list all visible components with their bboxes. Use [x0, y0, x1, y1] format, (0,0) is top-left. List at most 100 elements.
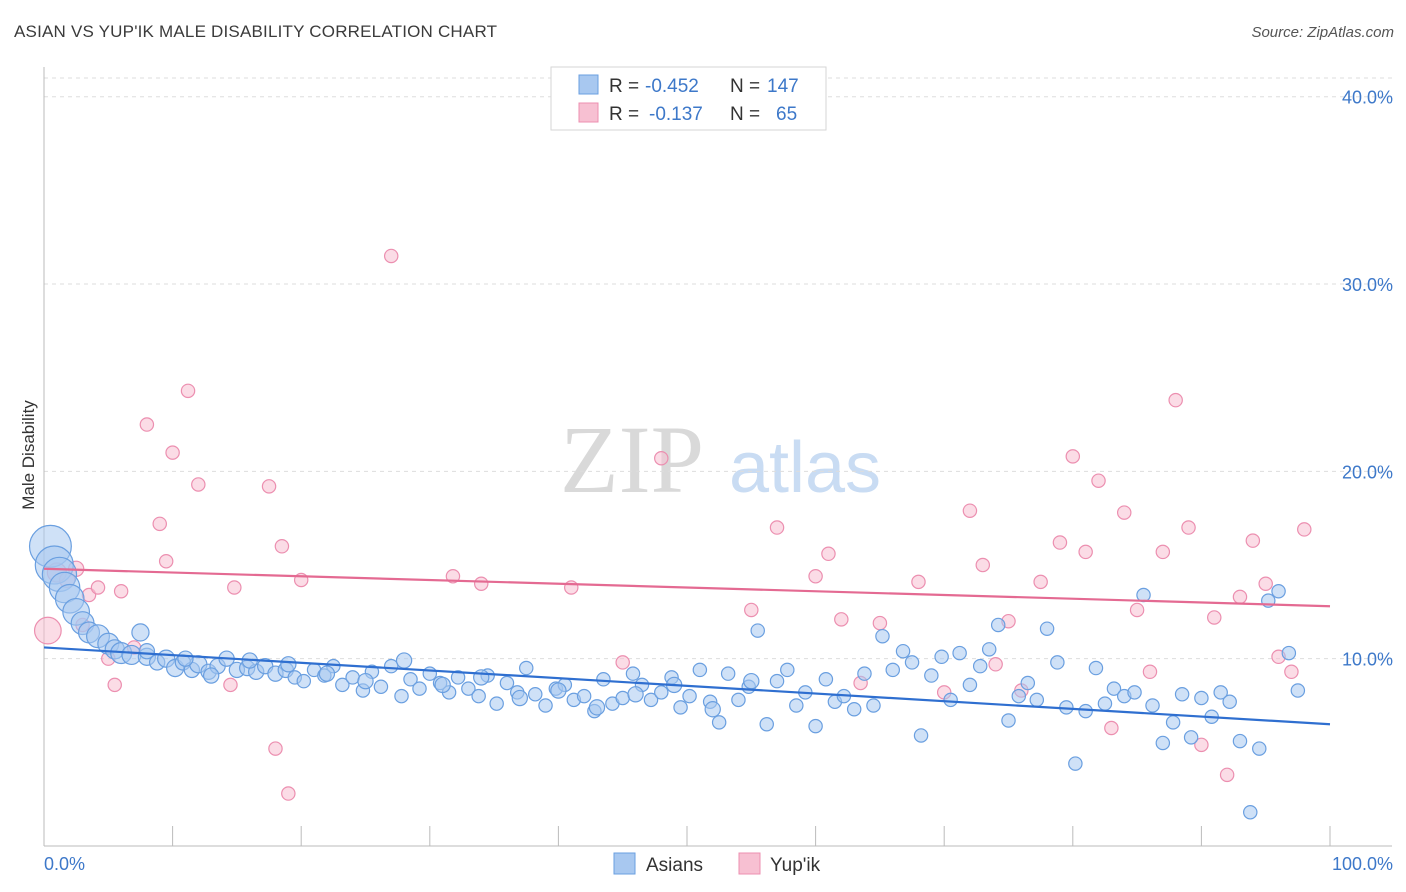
data-point-asians — [395, 652, 413, 669]
data-point-yupik — [744, 602, 759, 618]
data-point-asians — [596, 672, 611, 687]
data-point-asians — [913, 728, 929, 743]
data-point-asians — [1174, 687, 1190, 702]
data-point-asians — [818, 672, 834, 687]
data-point-yupik — [654, 451, 669, 466]
data-point-asians — [576, 688, 592, 704]
data-point-yupik — [872, 615, 888, 631]
data-point-yupik — [90, 580, 106, 595]
data-point-asians — [1252, 741, 1267, 756]
data-point-asians — [750, 623, 765, 638]
data-point-asians — [704, 701, 721, 718]
data-point-yupik — [1232, 589, 1248, 605]
data-point-yupik — [975, 557, 991, 573]
data-point-yupik — [1219, 767, 1235, 783]
data-point-asians — [335, 677, 350, 693]
data-point-asians — [461, 681, 476, 696]
data-point-yupik — [564, 580, 579, 595]
data-point-asians — [625, 666, 641, 681]
stats-r-value-yupik: -0.137 — [649, 104, 703, 125]
stats-n-value-asians: 147 — [767, 76, 799, 97]
data-point-asians — [885, 662, 901, 678]
stats-n-value-yupik: 65 — [776, 104, 797, 125]
data-point-asians — [789, 698, 804, 713]
data-point-yupik — [113, 583, 129, 599]
data-point-asians — [1068, 756, 1083, 771]
data-point-yupik — [1258, 576, 1273, 592]
data-point-yupik — [223, 677, 238, 693]
source-label: Source: ZipAtlas.com — [1251, 24, 1394, 41]
data-point-asians — [1001, 713, 1016, 728]
data-point-asians — [357, 672, 374, 690]
data-point-asians — [1078, 703, 1093, 719]
data-point-asians — [177, 650, 194, 667]
data-point-yupik — [1129, 602, 1145, 618]
data-point-yupik — [615, 655, 630, 670]
data-point-yupik — [1181, 520, 1196, 535]
data-point-asians — [981, 642, 997, 657]
stats-swatch-asians — [578, 74, 599, 95]
data-point-yupik — [988, 657, 1003, 672]
data-point-asians — [1281, 645, 1297, 661]
data-point-yupik — [1091, 473, 1106, 488]
data-point-asians — [1271, 583, 1286, 599]
x-tick-min: 0.0% — [44, 854, 85, 874]
data-point-asians — [972, 658, 988, 674]
data-point-asians — [588, 699, 606, 716]
data-point-asians — [1232, 733, 1248, 749]
chart-title: ASIAN VS YUP'IK MALE DISABILITY CORRELAT… — [14, 22, 498, 41]
y-axis-label: Male Disability — [19, 400, 38, 510]
legend-label-yupik: Yup'ik — [770, 855, 821, 876]
data-point-asians — [511, 689, 529, 707]
data-point-asians — [857, 666, 872, 681]
trend-line-yupik — [43, 567, 1331, 608]
data-point-asians — [1106, 681, 1122, 696]
data-point-asians — [769, 673, 785, 689]
data-point-asians — [780, 662, 795, 678]
data-point-asians — [1243, 805, 1258, 820]
data-point-asians — [138, 642, 156, 660]
data-point-yupik — [911, 574, 926, 590]
data-point-yupik — [268, 741, 283, 756]
data-point-asians — [1183, 730, 1199, 745]
data-point-asians — [1088, 660, 1104, 676]
data-point-asians — [924, 668, 939, 683]
data-point-asians — [373, 679, 389, 695]
data-point-yupik — [1104, 720, 1119, 736]
data-point-asians — [1155, 735, 1171, 751]
data-point-yupik — [1155, 544, 1171, 560]
data-point-asians — [345, 670, 360, 685]
data-point-asians — [1165, 715, 1181, 730]
legend-swatch-asians — [613, 852, 636, 875]
y-tick-label: 20.0% — [1342, 462, 1393, 482]
data-point-yupik — [107, 677, 122, 693]
data-point-asians — [952, 645, 967, 661]
data-point-yupik — [274, 539, 290, 554]
data-point-yupik — [1033, 574, 1048, 590]
axes — [43, 67, 1392, 847]
data-point-asians — [682, 688, 697, 704]
stats-r-label-asians: R = — [609, 76, 639, 97]
data-point-asians — [550, 682, 567, 699]
data-point-yupik — [1207, 610, 1222, 625]
data-point-asians — [654, 685, 669, 700]
data-point-yupik — [191, 477, 206, 492]
data-point-asians — [759, 716, 774, 732]
data-point-yupik — [1116, 505, 1132, 520]
data-point-yupik — [1142, 664, 1158, 680]
grid-lines — [44, 77, 1392, 660]
stats-n-label-yupik: N = — [730, 104, 760, 125]
data-point-asians — [904, 655, 920, 670]
data-point-asians — [412, 681, 427, 696]
data-point-asians — [383, 658, 399, 674]
stats-r-label-yupik: R = — [609, 104, 639, 125]
data-point-yupik — [152, 516, 167, 532]
data-point-yupik — [139, 417, 155, 432]
data-point-yupik — [769, 520, 785, 535]
data-point-asians — [731, 692, 746, 708]
data-point-asians — [1050, 655, 1065, 670]
legend-swatch-yupik — [738, 852, 761, 875]
x-tick-max: 100.0% — [1332, 854, 1393, 874]
data-point-yupik — [165, 445, 180, 460]
